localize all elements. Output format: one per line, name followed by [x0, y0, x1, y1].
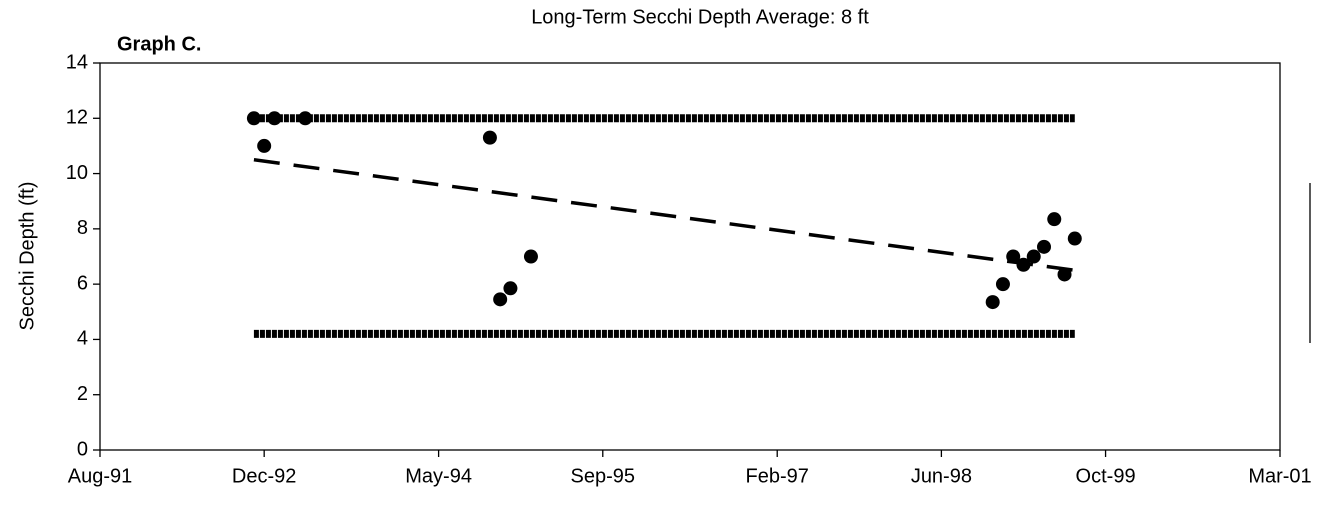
x-tick-label: Dec-92 [232, 465, 296, 487]
y-tick-label: 4 [77, 328, 88, 350]
y-tick-label: 14 [66, 51, 88, 73]
data-point [995, 277, 1010, 292]
x-tick-label: Aug-91 [68, 465, 133, 487]
data-point [1047, 212, 1062, 227]
x-tick-label: Feb-97 [746, 465, 809, 487]
y-tick-label: 6 [77, 272, 88, 294]
data-point [1026, 249, 1041, 264]
trend-line [253, 158, 1076, 273]
data-point [257, 138, 272, 153]
x-tick-label: Sep-95 [571, 465, 636, 487]
x-tick-label: Oct-99 [1076, 465, 1136, 487]
x-tick-label: Jun-98 [911, 465, 972, 487]
y-tick-label: 10 [66, 162, 88, 184]
data-point [1037, 239, 1051, 254]
data-point [985, 295, 1000, 310]
y-tick-label: 8 [77, 217, 88, 239]
x-tick-label: May-94 [405, 465, 472, 487]
graph-label: Graph C. [117, 33, 201, 55]
y-axis-label: Secchi Depth (ft) [16, 182, 38, 331]
y-tick-label: 2 [77, 383, 88, 405]
data-point [523, 249, 538, 264]
y-tick-label: 0 [77, 438, 88, 460]
x-tick-label: Mar-01 [1248, 465, 1311, 487]
y-tick-label: 12 [66, 107, 88, 129]
chart-title: Long-Term Secchi Depth Average: 8 ft [531, 6, 869, 28]
plot-frame [99, 62, 1281, 451]
data-point [482, 130, 497, 145]
data-point [503, 281, 518, 296]
data-point [493, 292, 508, 307]
data-point [1067, 231, 1082, 246]
